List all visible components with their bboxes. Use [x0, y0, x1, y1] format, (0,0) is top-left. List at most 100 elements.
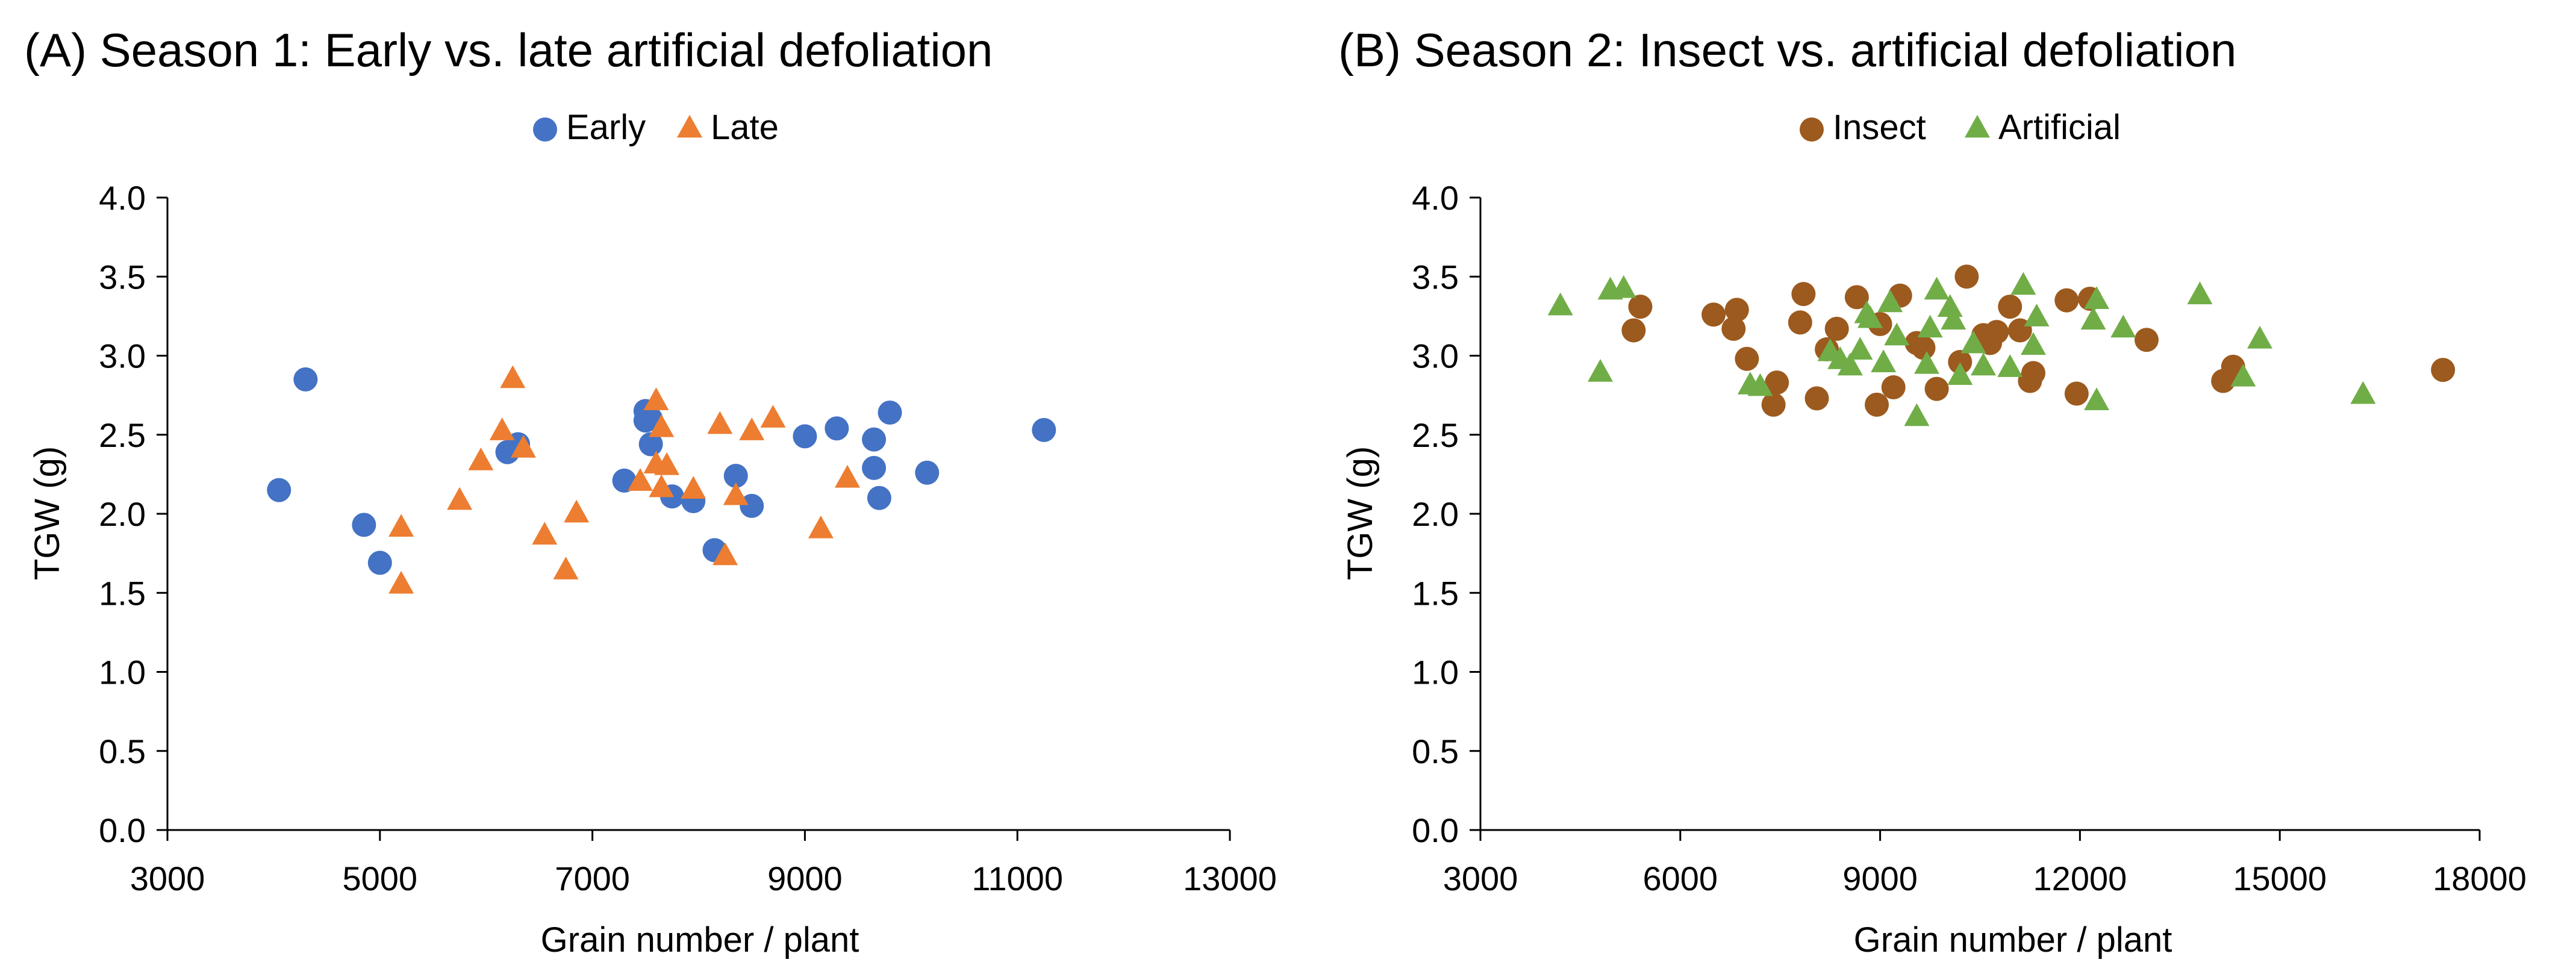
panel-b-insect-point — [2064, 381, 2089, 406]
panel-a-title: (A) Season 1: Early vs. late artificial … — [24, 23, 993, 76]
panel-b-artificial-point — [1747, 373, 1773, 396]
panel-a-late-point — [760, 405, 786, 428]
panel-b-legend: Insect Artificial — [1800, 108, 2121, 147]
panel-a-late-point — [739, 417, 765, 440]
panel-b-artificial-point — [1960, 330, 1986, 354]
panel-b-artificial-point — [2230, 363, 2256, 387]
panel-a: (A) Season 1: Early vs. late artificial … — [24, 23, 1277, 960]
panel-b-insect-point — [1985, 320, 2009, 345]
panel-b-y-tick-label: 1.0 — [1412, 654, 1459, 691]
panel-b-insect-point — [1911, 336, 1936, 360]
panel-b-insect-point — [1621, 318, 1646, 343]
panel-a-late-point — [388, 570, 414, 594]
panel-a-y-tick-label: 2.0 — [99, 495, 146, 533]
panel-a-early-point — [915, 460, 940, 485]
panel-a-y-tick-label: 2.5 — [99, 416, 146, 454]
panel-b-artificial-point — [1611, 275, 1636, 298]
panel-b-artificial-point — [2350, 381, 2376, 404]
panel-a-early-point — [367, 551, 392, 575]
panel-a-y-tick-label: 1.5 — [99, 574, 146, 612]
panel-b-artificial-point — [1997, 354, 2023, 377]
panel-b-x-tick-label: 3000 — [1443, 860, 1518, 897]
panel-a-early-point — [867, 485, 891, 510]
panel-b-artificial-point — [1884, 322, 1910, 346]
panel-b-insect-point — [1724, 298, 1749, 322]
panel-b-y-tick-label: 2.0 — [1412, 495, 1459, 533]
panel-b-insect-point — [1735, 346, 1759, 371]
panel-b-artificial-point — [1847, 337, 1873, 360]
legend-late-label: Late — [711, 108, 779, 147]
panel-b-points — [1547, 264, 2456, 426]
panel-a-early-point — [267, 478, 292, 502]
panel-b-artificial-point — [2084, 387, 2110, 410]
panel-a-y-tick-label: 0.5 — [99, 732, 146, 770]
panel-b-y-tick-label: 3.5 — [1412, 258, 1459, 296]
panel-b-insect-point — [1788, 310, 1812, 335]
panel-b-insect-point — [1954, 264, 1979, 289]
panel-b-x-tick-label: 18000 — [2433, 860, 2527, 897]
panel-a-late-point — [707, 411, 733, 434]
legend-artificial-label: Artificial — [1998, 108, 2121, 147]
panel-a-late-point — [649, 474, 675, 498]
panel-a-late-point — [649, 414, 675, 437]
panel-a-early-point — [740, 493, 764, 518]
legend-artificial-marker — [1965, 114, 1990, 138]
panel-b-artificial-point — [2084, 286, 2110, 309]
panel-b-artificial-point — [1937, 294, 1963, 317]
panel-a-late-point — [723, 482, 749, 505]
panel-b-artificial-point — [1904, 403, 1930, 426]
panel-b-insect-point — [1804, 386, 1829, 411]
panel-b-x-axis-label: Grain number / plant — [1854, 920, 2172, 960]
panel-b-insect-point — [2431, 358, 2456, 382]
panel-b-x-tick-label: 12000 — [2033, 860, 2127, 897]
panel-a-late-point — [553, 557, 579, 579]
panel-b-title: (B) Season 2: Insect vs. artificial defo… — [1338, 23, 2236, 76]
panel-a-early-point — [1032, 417, 1056, 442]
panel-b-artificial-point — [1917, 314, 1943, 338]
panel-b-insect-point — [1998, 295, 2022, 319]
panel-a-points — [267, 365, 1056, 594]
panel-b-insect-point — [2021, 361, 2045, 385]
panel-b-insect-point — [1701, 302, 1726, 327]
panel-a-late-point — [713, 542, 738, 566]
panel-b-axes: 0.0 0.5 1.0 1.5 2.0 2.5 3.0 3.5 4.0 3000 6000 9000 1… — [1412, 179, 2527, 897]
panel-b-insect-point — [1924, 376, 1949, 401]
panel-b: (B) Season 2: Insect vs. artificial defo… — [1338, 23, 2527, 960]
panel-a-late-point — [447, 487, 473, 510]
panel-b-artificial-point — [2024, 304, 2050, 326]
panel-b-insect-point — [2054, 288, 2079, 313]
panel-b-artificial-point — [2187, 281, 2213, 305]
panel-b-insect-point — [1791, 282, 1816, 307]
panel-a-late-point — [468, 447, 494, 470]
panel-b-insect-point — [1765, 370, 1789, 395]
panel-a-late-point — [681, 476, 706, 499]
panel-b-insect-point — [1865, 392, 1889, 417]
panel-a-x-axis-label: Grain number / plant — [541, 920, 859, 960]
panel-b-insect-point — [1881, 375, 1906, 399]
panel-b-artificial-point — [1877, 289, 1903, 313]
panel-a-x-tick-label: 13000 — [1183, 860, 1277, 897]
panel-b-x-tick-label: 9000 — [1842, 860, 1918, 897]
panel-b-artificial-point — [2247, 325, 2273, 349]
panel-b-artificial-point — [1857, 305, 1883, 328]
panel-a-y-axis-label: TGW (g) — [28, 446, 67, 580]
panel-b-x-tick-label: 15000 — [2233, 860, 2327, 897]
panel-a-late-point — [388, 514, 414, 537]
panel-b-y-tick-label: 3.0 — [1412, 337, 1459, 375]
panel-b-artificial-point — [1547, 292, 1573, 316]
panel-b-y-tick-label: 1.5 — [1412, 574, 1459, 612]
panel-a-axes: 0.0 0.5 1.0 1.5 2.0 2.5 3.0 3.5 4.0 3000 5000 7000 9… — [99, 179, 1277, 897]
legend-early-label: Early — [566, 108, 646, 147]
panel-a-y-tick-label: 0.0 — [99, 811, 146, 849]
panel-a-early-point — [878, 401, 902, 425]
panel-b-y-tick-label: 4.0 — [1412, 179, 1459, 217]
panel-a-y-tick-label: 4.0 — [99, 179, 146, 217]
legend-late-marker — [677, 114, 702, 138]
panel-a-late-point — [643, 387, 669, 410]
panel-a-late-point — [500, 365, 526, 389]
panel-a-late-point — [654, 452, 680, 475]
panel-b-artificial-point — [2010, 272, 2036, 295]
panel-b-artificial-point — [1947, 362, 1973, 385]
